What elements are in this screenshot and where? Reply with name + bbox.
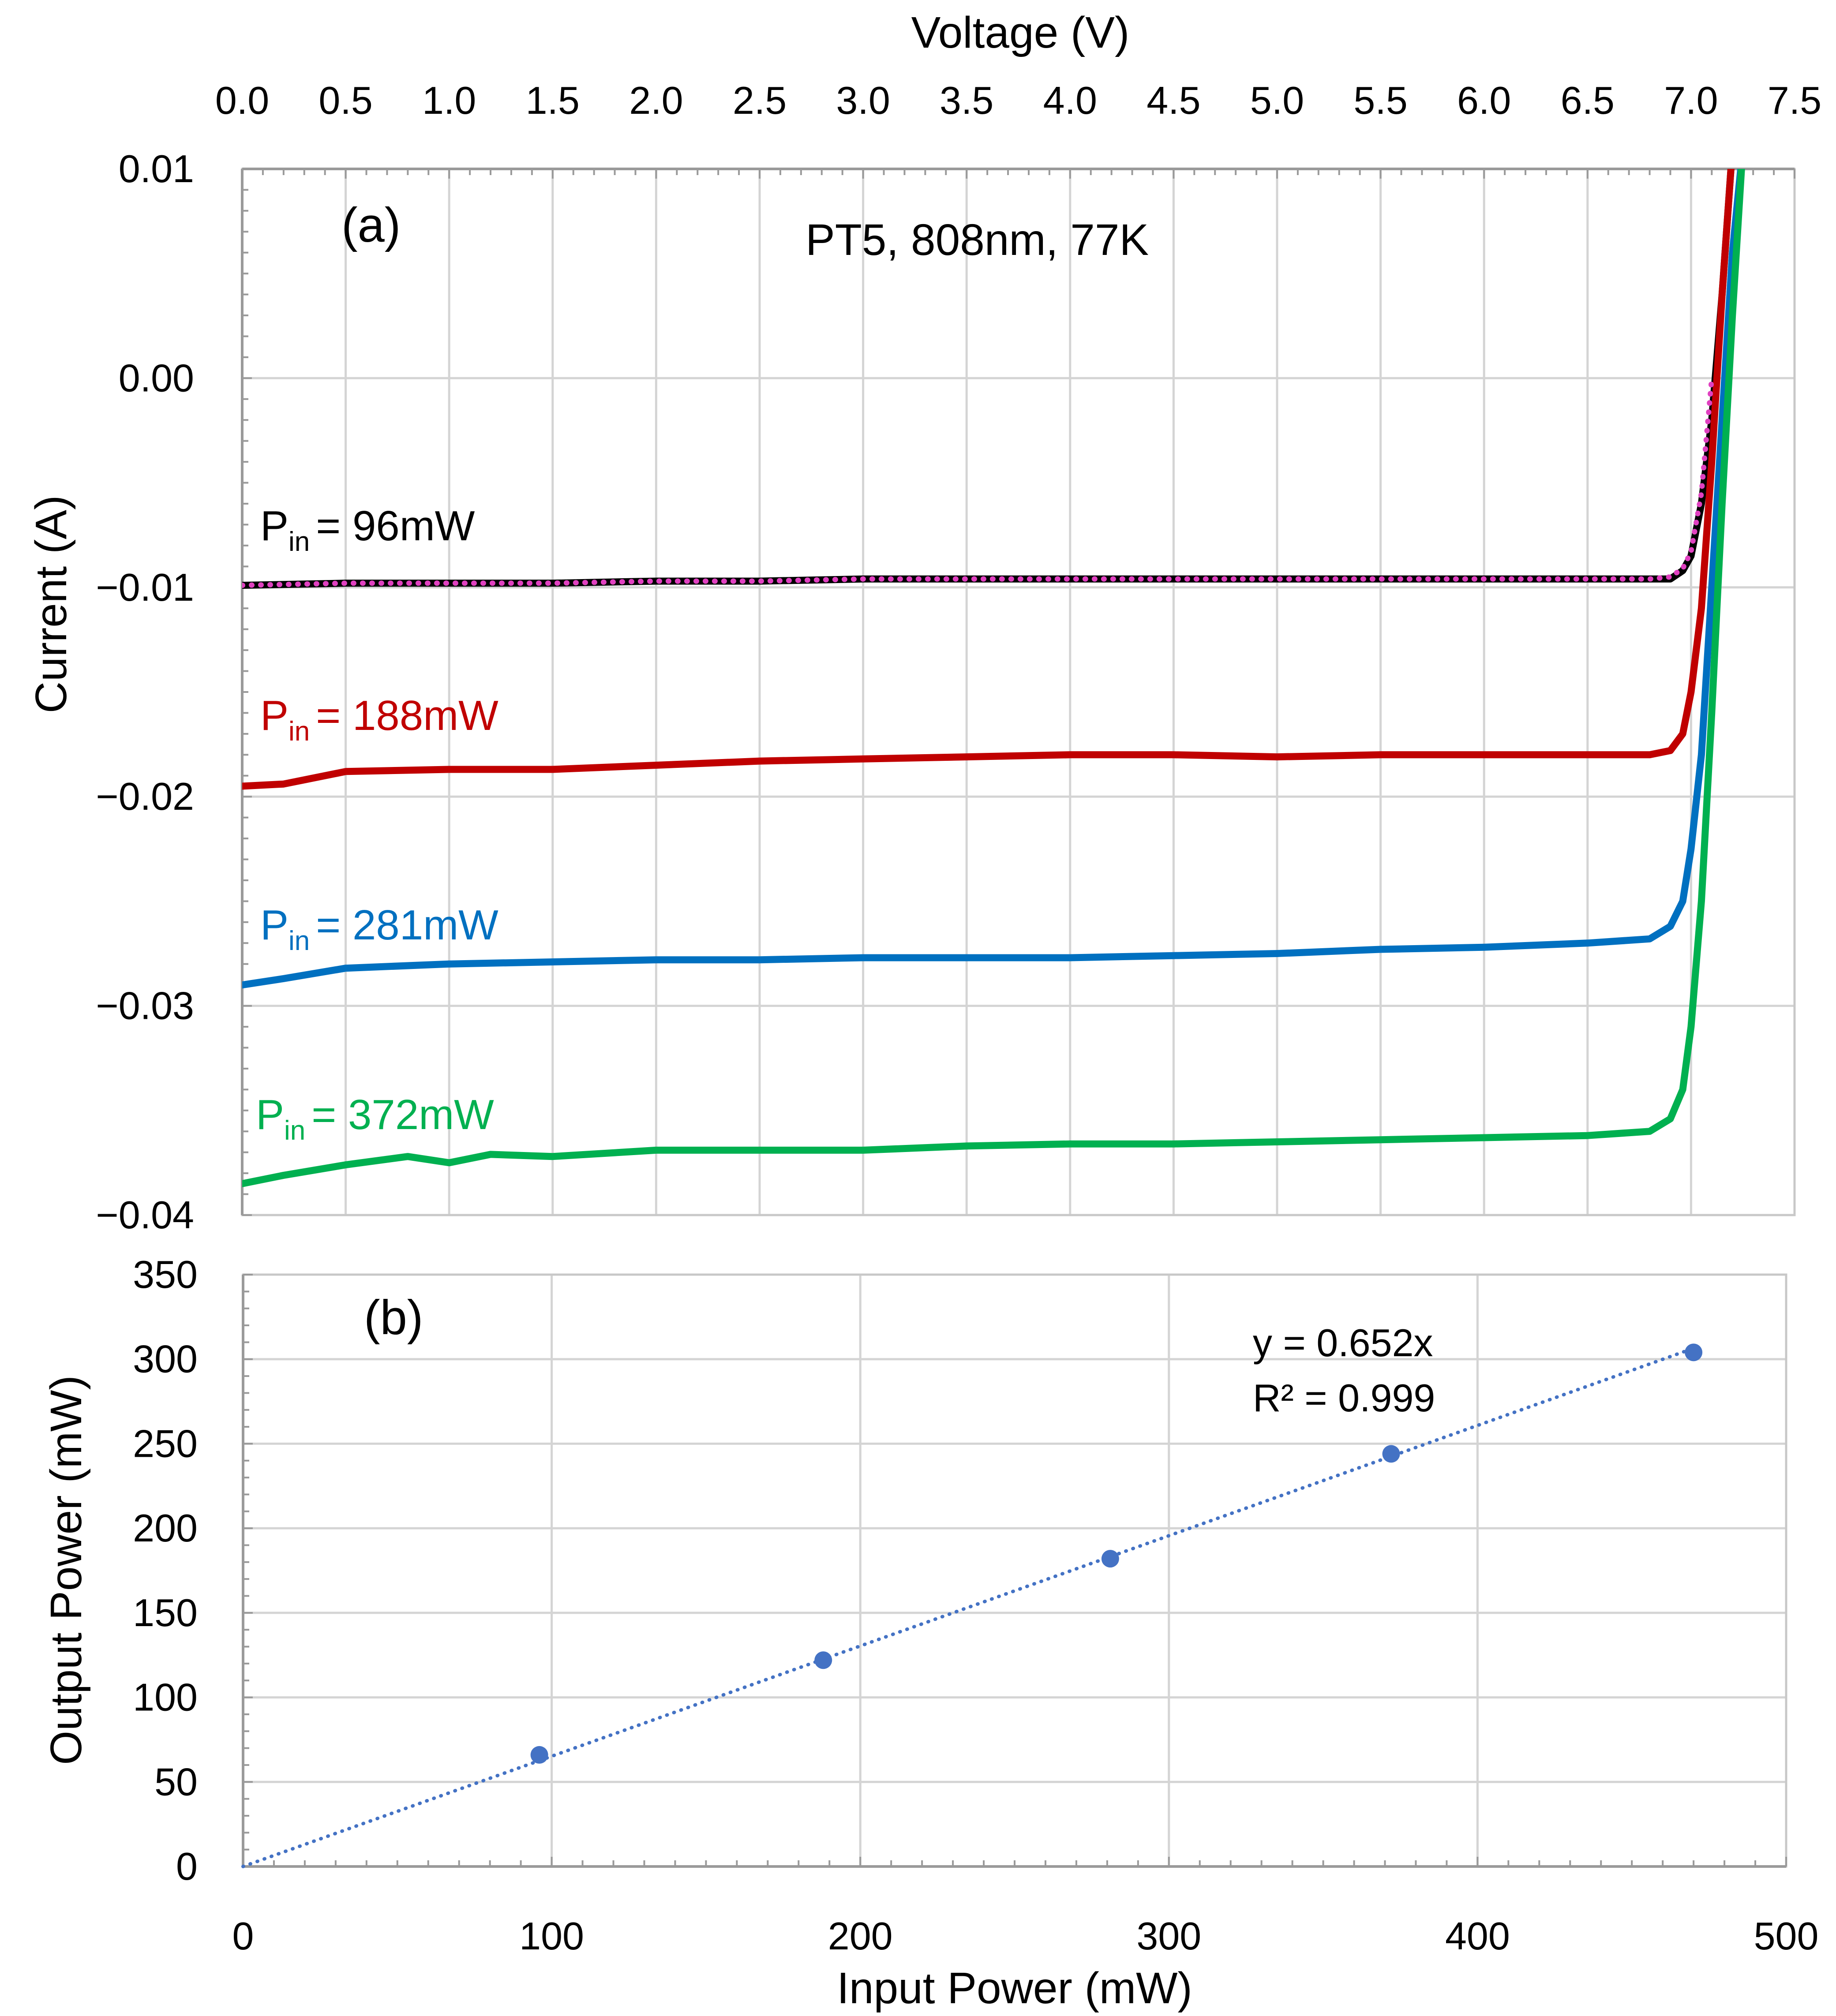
panel-b-x-tick-500: 500 [1754,1914,1819,1958]
panel-a-iv-curves: 0.0 0.5 1.0 1.5 2.0 2.5 3.0 3.5 4.0 4.5 5.0 5.5 6.0 6… [26,8,1821,1237]
panel-a-x-tick-3-5: 3.5 [940,79,993,122]
panel-a-x-tick-2-5: 2.5 [733,79,787,122]
panel-b-y-tick-50: 50 [154,1760,198,1803]
panel-b-label: (b) [364,1290,423,1345]
panel-a-x-tick-6-0: 6.0 [1457,79,1511,122]
data-point-372mw [1382,1445,1400,1463]
series-label-281mw: Pin = 281mW [260,901,498,956]
panel-a-x-tick-4-0: 4.0 [1043,79,1097,122]
panel-b-gridlines [242,1273,1787,1868]
series-line-pin-281mw [242,169,1745,989]
panel-b-y-tick-300: 300 [133,1337,198,1381]
panel-b-plot-frame [242,1273,1787,1868]
series-line-pin-372mw [242,169,1745,1187]
data-point-96mw [530,1746,548,1764]
panel-a-x-tick-0-0: 0.0 [215,79,269,122]
panel-a-x-tick-0-5: 0.5 [318,79,372,122]
panel-b-y-axis-title: Output Power (mW) [41,1375,91,1765]
panel-b-y-tick-labels: 0 50 100 150 200 250 300 350 [133,1253,198,1888]
panel-b-data-points [530,1343,1703,1764]
trendline-r-squared: R² = 0.999 [1253,1376,1435,1420]
panel-b-y-tick-200: 200 [133,1506,198,1550]
trendline-path [241,1346,1696,1868]
series-label-372mw: Pin = 372mW [256,1091,494,1146]
panel-a-series-lines [242,169,1745,1187]
panel-a-condition-annotation: PT5, 808nm, 77K [806,215,1149,265]
panel-a-x-tick-4-5: 4.5 [1147,79,1200,122]
panel-a-y-tick-0: 0.01 [119,147,194,191]
panel-b-x-tick-200: 200 [828,1914,893,1958]
series-line-pin-96mw-fit [242,375,1715,588]
panel-b-minor-ticks [242,1274,1787,1867]
panel-a-y-axis-title: Current (A) [26,495,76,714]
panel-a-y-tick-5: −0.04 [96,1193,194,1237]
panel-b-trendline [241,1346,1696,1868]
panel-b-x-tick-0: 0 [232,1914,254,1958]
panel-b-y-tick-350: 350 [133,1253,198,1296]
series-label-96mw: Pin = 96mW [260,502,475,557]
panel-a-x-tick-3-0: 3.0 [836,79,890,122]
panel-b-y-tick-150: 150 [133,1591,198,1634]
panel-b-power-scatter: 0 100 200 300 400 500 0 50 100 150 200 250 300 350 I… [41,1253,1818,2013]
panel-b-x-tick-400: 400 [1445,1914,1510,1958]
panel-a-x-tick-7-5: 7.5 [1768,79,1821,122]
panel-a-y-tick-4: −0.03 [96,984,194,1028]
panel-a-y-tick-labels: 0.01 0.00 −0.01 −0.02 −0.03 −0.04 [96,147,194,1237]
trendline-equation: y = 0.652x [1253,1321,1433,1365]
panel-b-y-tick-250: 250 [133,1421,198,1465]
panel-a-x-tick-6-5: 6.5 [1561,79,1615,122]
panel-a-x-tick-labels: 0.0 0.5 1.0 1.5 2.0 2.5 3.0 3.5 4.0 4.5 5.0 5.5 6.0 6… [215,79,1821,122]
panel-b-x-tick-300: 300 [1136,1914,1201,1958]
panel-a-x-tick-1-0: 1.0 [422,79,476,122]
panel-b-y-tick-0: 0 [176,1844,198,1888]
panel-a-x-tick-5-5: 5.5 [1353,79,1407,122]
panel-a-y-tick-2: −0.01 [96,565,194,609]
panel-a-x-tick-1-5: 1.5 [526,79,580,122]
panel-b-x-tick-100: 100 [519,1914,584,1958]
panel-a-x-tick-5-0: 5.0 [1250,79,1304,122]
panel-b-x-tick-labels: 0 100 200 300 400 500 [232,1914,1819,1958]
panel-a-y-tick-1: 0.00 [119,356,194,400]
panel-a-label: (a) [341,198,401,252]
panel-a-x-axis-title: Voltage (V) [911,8,1130,57]
data-point-188mw [814,1651,832,1669]
data-point-281mw [1101,1550,1119,1568]
series-line-pin-188mw [242,169,1735,790]
series-label-188mw: Pin = 188mW [260,692,498,747]
panel-a-y-tick-3: −0.02 [96,774,194,818]
data-point-470mw [1685,1343,1703,1361]
panel-a-x-tick-2-0: 2.0 [629,79,683,122]
panel-a-x-tick-7-0: 7.0 [1664,79,1718,122]
panel-b-y-tick-100: 100 [133,1676,198,1719]
panel-b-x-axis-title: Input Power (mW) [837,1964,1192,2013]
